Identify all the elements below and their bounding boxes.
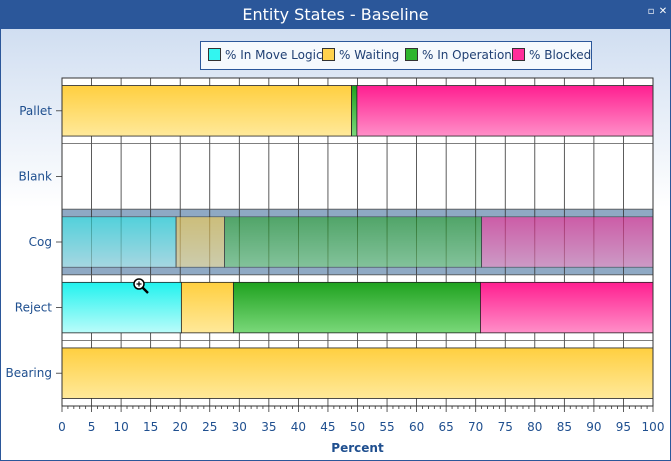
- x-tick-label-5: 5: [88, 420, 96, 434]
- x-tick-label-60: 60: [409, 420, 424, 434]
- legend-swatch-in-operation: [405, 48, 418, 61]
- legend-item-blocked: % Blocked: [512, 48, 591, 62]
- legend-swatch-blocked: [512, 48, 525, 61]
- title-bar: Entity States - Baseline ▫ ✕: [1, 1, 670, 29]
- x-tick-label-25: 25: [202, 420, 217, 434]
- legend-item-move-logic: % In Move Logic: [208, 48, 323, 62]
- window-title: Entity States - Baseline: [242, 5, 429, 24]
- bar-pallet-waiting[interactable]: [61, 85, 352, 137]
- x-tick-label-45: 45: [320, 420, 335, 434]
- bar-reject-in-operation[interactable]: [232, 281, 481, 334]
- x-tick-label-40: 40: [291, 420, 306, 434]
- y-tick-label-pallet: Pallet: [19, 104, 52, 118]
- legend-item-waiting: % Waiting: [322, 48, 399, 62]
- legend-swatch-move-logic: [208, 48, 221, 61]
- legend-label-in-operation: % In Operation: [422, 48, 512, 62]
- x-tick-label-100: 100: [642, 420, 665, 434]
- bar-cog-in-operation[interactable]: [224, 216, 483, 268]
- legend-label-blocked: % Blocked: [529, 48, 592, 62]
- y-tick-label-reject: Reject: [15, 301, 52, 315]
- bar-reject-waiting[interactable]: [180, 281, 234, 334]
- x-tick-label-30: 30: [232, 420, 247, 434]
- x-tick-label-15: 15: [143, 420, 158, 434]
- bar-cog-blocked[interactable]: [481, 216, 654, 268]
- x-tick-label-75: 75: [498, 420, 513, 434]
- bar-reject-blocked[interactable]: [480, 281, 654, 334]
- legend-label-move-logic: % In Move Logic: [225, 48, 323, 62]
- bar-pallet-blocked[interactable]: [356, 85, 654, 137]
- x-tick-label-95: 95: [616, 420, 631, 434]
- chart-legend: % In Move Logic % Waiting % In Operation…: [200, 41, 592, 70]
- x-tick-label-55: 55: [379, 420, 394, 434]
- legend-swatch-waiting: [322, 48, 335, 61]
- x-tick-label-65: 65: [439, 420, 454, 434]
- restore-icon[interactable]: ▫: [647, 6, 655, 17]
- x-tick-label-0: 0: [58, 420, 66, 434]
- zoom-cursor-icon: [133, 278, 149, 294]
- y-tick-label-bearing: Bearing: [6, 366, 52, 380]
- x-tick-label-70: 70: [468, 420, 483, 434]
- x-tick-label-80: 80: [527, 420, 542, 434]
- y-tick-label-cog: Cog: [29, 235, 52, 249]
- bar-reject-in-move-logic[interactable]: [61, 281, 182, 334]
- x-tick-label-50: 50: [350, 420, 365, 434]
- bar-pallet-in-operation[interactable]: [351, 85, 358, 137]
- x-tick-label-35: 35: [261, 420, 276, 434]
- legend-label-waiting: % Waiting: [339, 48, 400, 62]
- close-icon[interactable]: ✕: [658, 6, 668, 17]
- bar-cog-in-move-logic[interactable]: [61, 216, 177, 268]
- x-tick-label-85: 85: [557, 420, 572, 434]
- legend-item-in-operation: % In Operation: [405, 48, 512, 62]
- y-tick-label-blank: Blank: [19, 169, 53, 183]
- x-axis-label: Percent: [331, 441, 384, 455]
- bar-bearing-waiting[interactable]: [61, 347, 654, 399]
- x-tick-label-90: 90: [586, 420, 601, 434]
- bar-cog-waiting[interactable]: [175, 216, 225, 268]
- x-tick-label-20: 20: [173, 420, 188, 434]
- x-tick-label-10: 10: [113, 420, 128, 434]
